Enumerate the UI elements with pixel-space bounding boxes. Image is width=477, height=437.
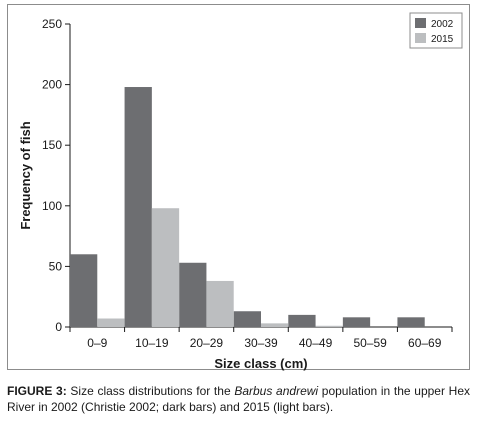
y-tick-label: 200 xyxy=(42,78,62,92)
figure-caption: FIGURE 3: Size class distributions for t… xyxy=(7,383,470,415)
x-tick-label: 50–59 xyxy=(353,336,387,350)
legend-swatch-2015 xyxy=(415,33,426,43)
bar-2015-3 xyxy=(261,323,289,327)
x-tick-label: 10–19 xyxy=(135,336,169,350)
x-tick-labels: 0–9 10–19 20–29 30–39 40–49 50–59 60–69 xyxy=(87,336,441,350)
y-tick-label: 0 xyxy=(55,320,62,334)
chart-bars xyxy=(70,87,425,327)
x-tick-label: 60–69 xyxy=(408,336,442,350)
bar-2002-5 xyxy=(342,317,371,327)
x-tick-label: 0–9 xyxy=(87,336,107,350)
y-tick-label: 250 xyxy=(42,17,62,31)
caption-species: Barbus andrewi xyxy=(234,384,319,398)
bar-2002-3 xyxy=(233,311,261,327)
caption-text-before: Size class distributions for the xyxy=(66,384,235,398)
bar-2015-4 xyxy=(315,325,343,327)
caption-text-after: population in the upper Hex River in 200… xyxy=(7,384,471,414)
caption-label: FIGURE 3: xyxy=(7,384,67,398)
bar-2002-0 xyxy=(70,254,98,327)
bar-2015-2 xyxy=(206,280,234,327)
chart-legend: 2002 2015 xyxy=(409,12,463,49)
y-tick-labels: 0 50 100 150 200 250 xyxy=(42,17,62,334)
bar-2015-0 xyxy=(97,318,125,327)
legend-swatch-2002 xyxy=(415,18,426,28)
y-tick-label: 150 xyxy=(42,138,62,152)
bar-chart: 0–9 10–19 20–29 30–39 40–49 50–59 60–69 0 50 100… xyxy=(18,12,463,371)
y-tick-label: 50 xyxy=(49,259,63,273)
legend-label-2015: 2015 xyxy=(431,34,454,45)
bar-2002-1 xyxy=(124,87,152,327)
bar-2002-6 xyxy=(397,317,425,327)
x-tick-label: 20–29 xyxy=(190,336,224,350)
chart-axes xyxy=(65,23,453,332)
y-tick-label: 100 xyxy=(42,199,62,213)
legend-label-2002: 2002 xyxy=(431,19,454,30)
y-axis-title: Frequency of fish xyxy=(18,121,33,229)
x-axis-title: Size class (cm) xyxy=(214,356,307,371)
x-tick-label: 40–49 xyxy=(299,336,333,350)
bar-2015-1 xyxy=(151,208,180,327)
x-tick-label: 30–39 xyxy=(244,336,278,350)
bar-2002-2 xyxy=(179,262,207,327)
bar-2002-4 xyxy=(288,314,316,327)
